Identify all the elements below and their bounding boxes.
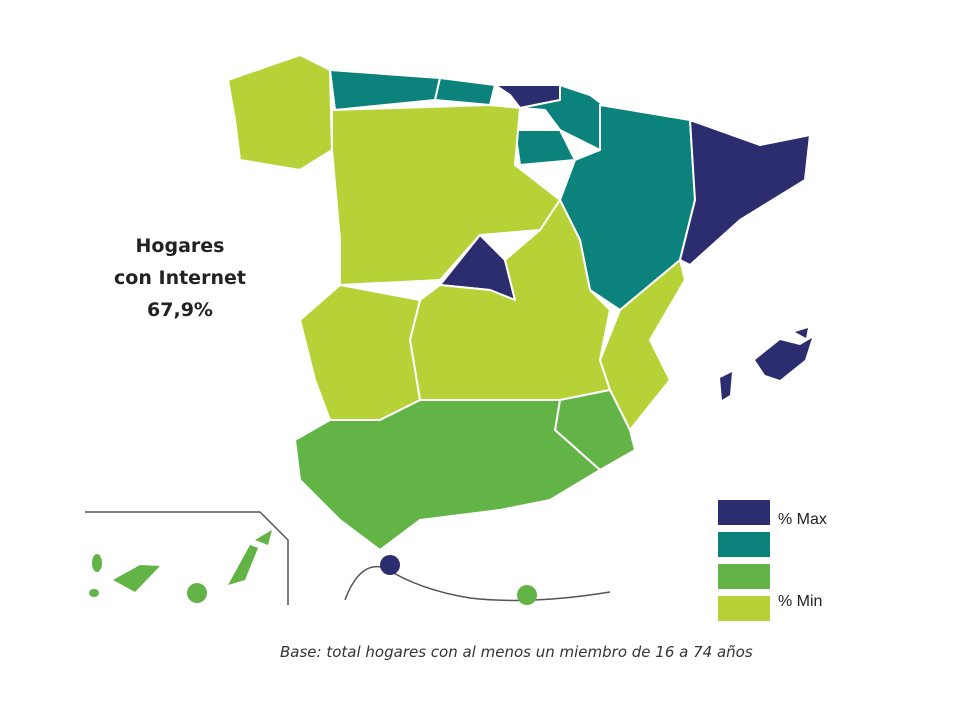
legend-label: % Max — [778, 511, 827, 528]
region — [227, 54, 333, 171]
legend-swatch — [718, 532, 770, 557]
melilla — [517, 585, 537, 605]
canary-islands — [89, 530, 272, 603]
title-line: con Internet — [114, 267, 246, 289]
region — [331, 104, 561, 286]
island — [720, 372, 732, 400]
region — [599, 259, 686, 431]
legend: % Max % Min — [718, 500, 827, 621]
island — [755, 338, 812, 380]
title-line: 67,9% — [147, 299, 213, 321]
spain-map — [227, 54, 812, 551]
region — [294, 399, 601, 551]
footnote: Base: total hogares con al menos un miem… — [280, 643, 753, 661]
inset — [85, 511, 611, 605]
legend-swatch — [718, 564, 770, 589]
region — [514, 129, 576, 166]
region — [299, 284, 421, 421]
ceuta — [380, 555, 400, 575]
region — [329, 69, 441, 111]
title-line: Hogares — [136, 235, 225, 257]
region — [434, 77, 496, 106]
legend-swatch — [718, 596, 770, 621]
legend-swatch — [718, 500, 770, 525]
region — [679, 119, 811, 266]
legend-label: % Min — [778, 593, 822, 610]
island — [795, 328, 808, 338]
